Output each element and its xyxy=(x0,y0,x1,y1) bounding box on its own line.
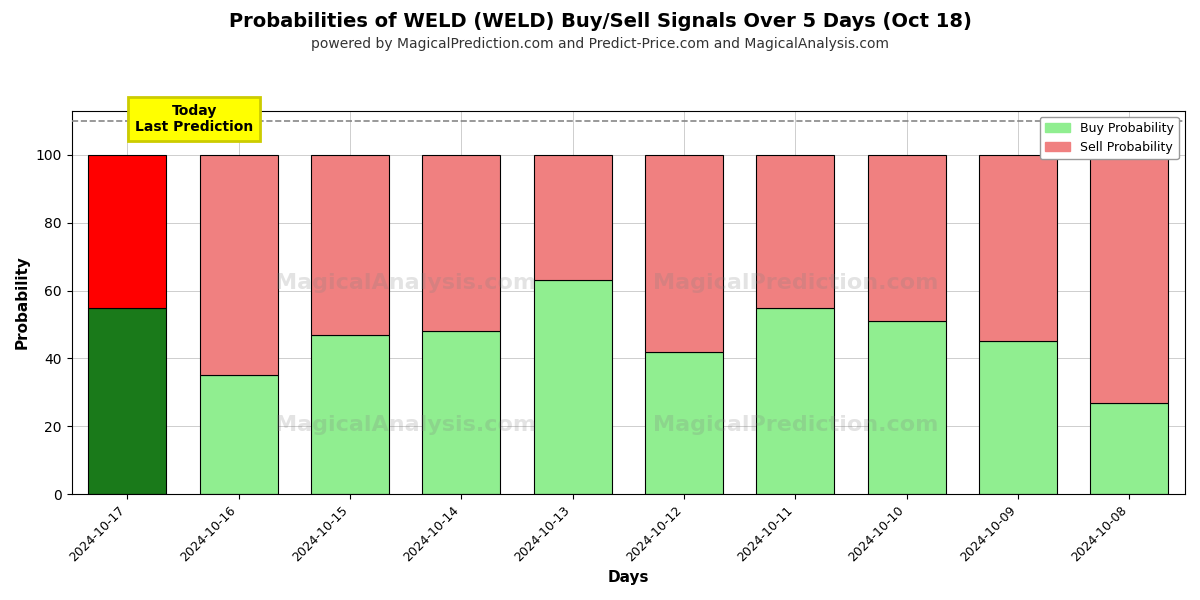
Bar xyxy=(979,341,1057,494)
Bar xyxy=(868,321,946,494)
Bar xyxy=(311,155,389,335)
Bar xyxy=(422,155,500,331)
Bar xyxy=(1091,403,1169,494)
Bar xyxy=(422,331,500,494)
Legend: Buy Probability, Sell Probability: Buy Probability, Sell Probability xyxy=(1040,117,1178,159)
X-axis label: Days: Days xyxy=(607,570,649,585)
Text: MagicalAnalysis.com: MagicalAnalysis.com xyxy=(275,273,536,293)
Bar xyxy=(868,155,946,321)
Bar xyxy=(1091,155,1169,403)
Text: powered by MagicalPrediction.com and Predict-Price.com and MagicalAnalysis.com: powered by MagicalPrediction.com and Pre… xyxy=(311,37,889,51)
Text: MagicalPrediction.com: MagicalPrediction.com xyxy=(653,273,938,293)
Bar xyxy=(89,308,167,494)
Text: MagicalPrediction.com: MagicalPrediction.com xyxy=(653,415,938,435)
Text: MagicalAnalysis.com: MagicalAnalysis.com xyxy=(275,415,536,435)
Bar xyxy=(979,155,1057,341)
Bar xyxy=(534,155,612,280)
Bar xyxy=(646,155,722,352)
Bar xyxy=(199,155,277,376)
Text: Today
Last Prediction: Today Last Prediction xyxy=(134,104,253,134)
Bar xyxy=(756,155,834,308)
Y-axis label: Probability: Probability xyxy=(16,256,30,349)
Bar xyxy=(534,280,612,494)
Bar xyxy=(199,376,277,494)
Bar xyxy=(89,155,167,308)
Bar xyxy=(756,308,834,494)
Bar xyxy=(646,352,722,494)
Bar xyxy=(311,335,389,494)
Text: Probabilities of WELD (WELD) Buy/Sell Signals Over 5 Days (Oct 18): Probabilities of WELD (WELD) Buy/Sell Si… xyxy=(228,12,972,31)
